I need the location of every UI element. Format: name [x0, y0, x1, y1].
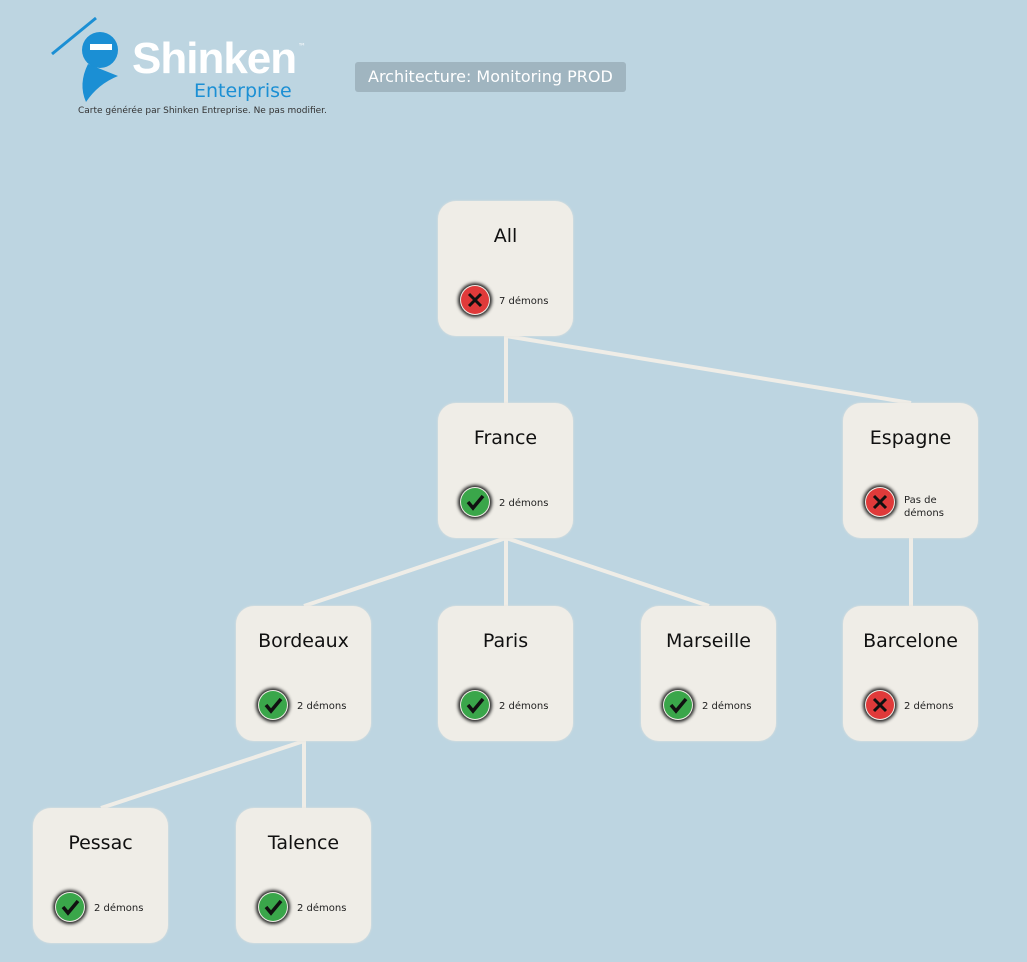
- node-name: All: [493, 225, 518, 247]
- node-pessac[interactable]: Pessac 2 démons: [33, 808, 168, 943]
- link-france-bordeaux: [303, 536, 507, 608]
- brand-name: Shinken: [132, 34, 297, 83]
- node-france[interactable]: France 2 démons: [438, 403, 573, 538]
- node-name: Bordeaux: [258, 630, 349, 652]
- node-bordeaux[interactable]: Bordeaux 2 démons: [236, 606, 371, 741]
- node-name: Espagne: [869, 427, 952, 449]
- daemon-count: 2 démons: [499, 701, 549, 712]
- node-talence[interactable]: Talence 2 démons: [236, 808, 371, 943]
- node-name: France: [473, 427, 538, 449]
- ok-check-icon: [55, 892, 85, 922]
- ok-check-icon: [258, 892, 288, 922]
- ok-check-icon: [258, 690, 288, 720]
- architecture-title: Architecture: Monitoring PROD: [355, 62, 626, 92]
- map-notice: Carte générée par Shinken Entreprise. Ne…: [78, 106, 327, 116]
- daemon-count: Pas de démons: [904, 495, 944, 519]
- error-x-icon: [865, 487, 895, 517]
- error-x-icon: [865, 690, 895, 720]
- shinken-logo: Shinken ™ Enterprise Carte générée par S…: [48, 14, 327, 119]
- node-name: Barcelone: [863, 630, 958, 652]
- ok-check-icon: [460, 487, 490, 517]
- daemon-count: 2 démons: [94, 903, 144, 914]
- node-name: Paris: [482, 630, 529, 652]
- trademark: ™: [298, 42, 306, 51]
- node-espagne[interactable]: Espagne Pas de démons: [843, 403, 978, 538]
- daemon-count: 2 démons: [904, 701, 954, 712]
- link-france-marseille: [505, 536, 710, 608]
- daemon-count: 7 démons: [499, 296, 549, 307]
- node-paris[interactable]: Paris 2 démons: [438, 606, 573, 741]
- brand-sub: Enterprise: [194, 80, 292, 102]
- daemon-count: 2 démons: [297, 903, 347, 914]
- error-x-icon: [460, 285, 490, 315]
- link-bordeaux-pessac: [100, 739, 305, 810]
- node-name: Pessac: [68, 832, 133, 854]
- daemon-count: 2 démons: [499, 498, 549, 509]
- node-all[interactable]: All 7 démons: [438, 201, 573, 336]
- daemon-count: 2 démons: [702, 701, 752, 712]
- ok-check-icon: [460, 690, 490, 720]
- ninja-mascot-icon: [51, 16, 118, 102]
- node-marseille[interactable]: Marseille 2 démons: [641, 606, 776, 741]
- node-barcelone[interactable]: Barcelone 2 démons: [843, 606, 978, 741]
- node-name: Marseille: [666, 630, 751, 652]
- daemon-count: 2 démons: [297, 701, 347, 712]
- link-all-espagne: [505, 334, 912, 405]
- ok-check-icon: [663, 690, 693, 720]
- node-name: Talence: [267, 832, 340, 854]
